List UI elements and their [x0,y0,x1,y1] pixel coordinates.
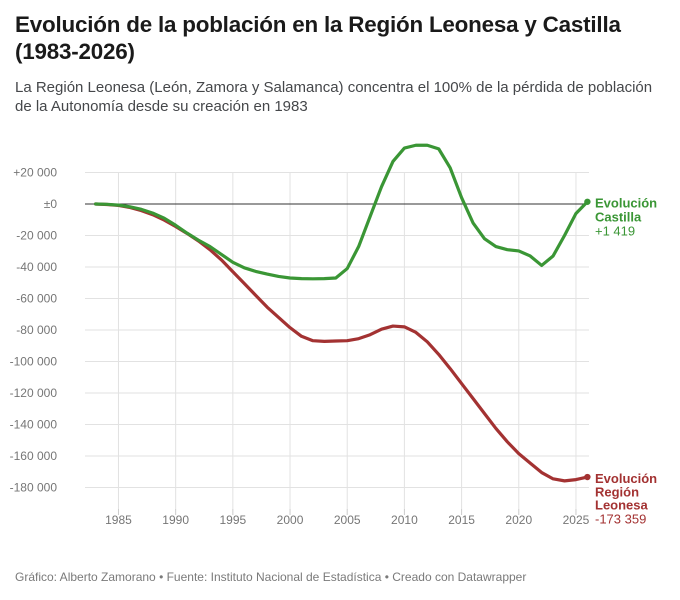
svg-text:-173 359: -173 359 [595,512,646,527]
svg-text:1995: 1995 [219,513,246,527]
svg-text:-120 000: -120 000 [10,386,58,400]
svg-text:+20 000: +20 000 [13,166,57,180]
svg-text:Evolución: Evolución [595,196,657,211]
svg-text:-160 000: -160 000 [10,449,58,463]
svg-text:-180 000: -180 000 [10,481,58,495]
svg-text:-20 000: -20 000 [16,229,57,243]
svg-text:-60 000: -60 000 [16,292,57,306]
svg-text:2020: 2020 [505,513,532,527]
svg-text:-80 000: -80 000 [16,323,57,337]
svg-text:2015: 2015 [448,513,475,527]
svg-text:2000: 2000 [277,513,304,527]
svg-text:+1 419: +1 419 [595,224,635,239]
svg-text:-140 000: -140 000 [10,418,58,432]
svg-text:-100 000: -100 000 [10,355,58,369]
svg-text:-40 000: -40 000 [16,260,57,274]
svg-text:Castilla: Castilla [595,209,642,224]
svg-text:Leonesa: Leonesa [595,498,649,513]
svg-text:2025: 2025 [563,513,590,527]
svg-text:2005: 2005 [334,513,361,527]
svg-text:±0: ±0 [44,197,58,211]
svg-text:1990: 1990 [162,513,189,527]
svg-text:1985: 1985 [105,513,132,527]
svg-text:2010: 2010 [391,513,418,527]
